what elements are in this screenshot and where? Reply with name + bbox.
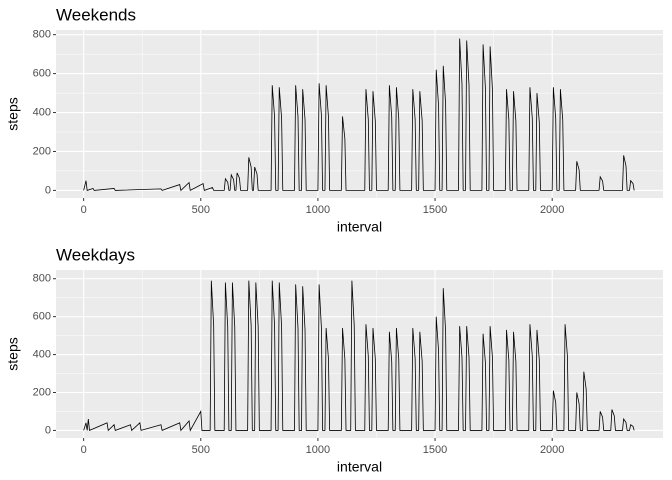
y-tick-label: 200 [33, 145, 51, 157]
x-tick-label: 500 [192, 204, 210, 216]
y-tick-label: 0 [45, 424, 51, 436]
plot-background [56, 270, 663, 438]
chart-title: Weekends [56, 5, 136, 24]
x-tick-label: 1500 [423, 444, 447, 456]
x-tick-label: 1500 [423, 204, 447, 216]
x-tick-label: 2000 [540, 444, 564, 456]
y-axis-title: steps [5, 337, 21, 370]
y-tick-label: 200 [33, 386, 51, 398]
y-tick-label: 800 [33, 29, 51, 41]
y-tick-label: 600 [33, 311, 51, 323]
x-axis-title: interval [337, 219, 382, 235]
x-tick-label: 0 [81, 204, 87, 216]
y-tick-label: 800 [33, 273, 51, 285]
plot-background [56, 30, 663, 198]
y-tick-label: 0 [45, 184, 51, 196]
x-tick-label: 2000 [540, 204, 564, 216]
x-tick-label: 1000 [306, 444, 330, 456]
y-axis-title: steps [5, 97, 21, 130]
chart-title: Weekdays [56, 245, 135, 264]
data-line [83, 280, 635, 432]
y-tick-label: 600 [33, 68, 51, 80]
x-tick-label: 0 [81, 444, 87, 456]
x-tick-label: 500 [192, 444, 210, 456]
x-axis-title: interval [337, 459, 382, 475]
y-tick-label: 400 [33, 348, 51, 360]
y-tick-label: 400 [33, 106, 51, 118]
data-line [83, 38, 635, 192]
x-tick-label: 1000 [306, 204, 330, 216]
